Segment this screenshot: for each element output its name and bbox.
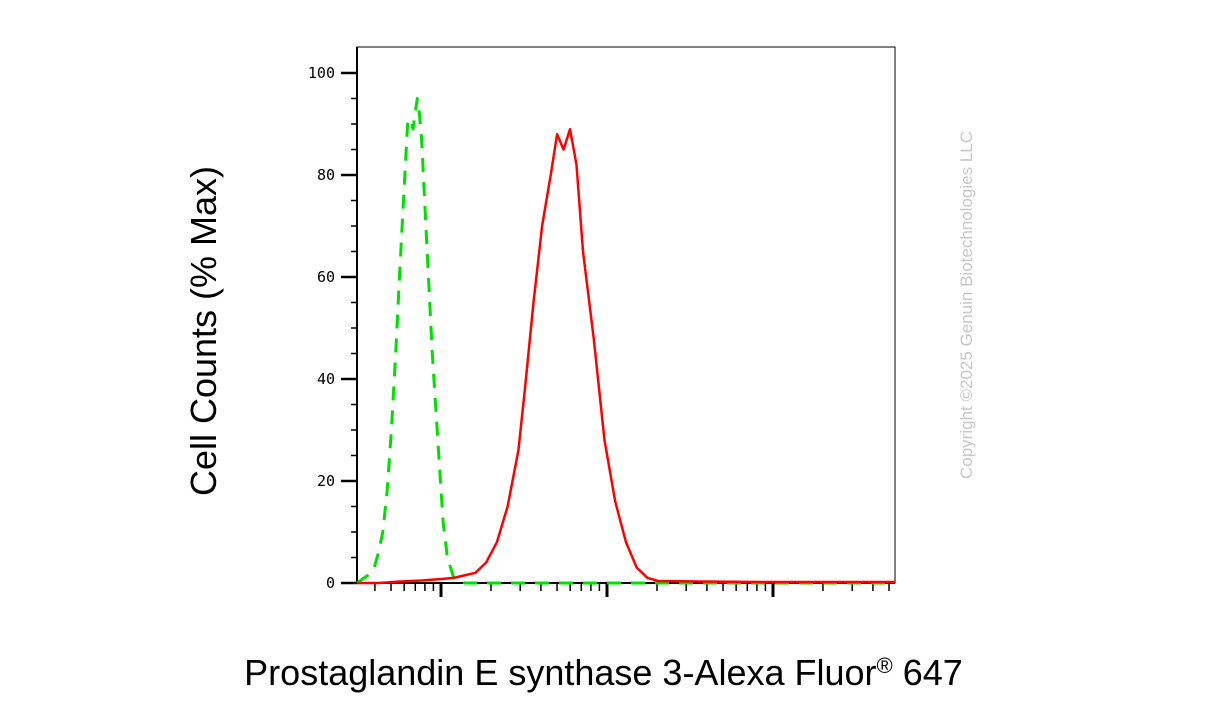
y-tick-label: 60 — [317, 268, 335, 286]
y-axis-label: Cell Counts (% Max) — [183, 166, 224, 496]
y-tick-label: 20 — [317, 472, 335, 490]
plot-frame — [356, 46, 896, 584]
y-tick-label: 100 — [308, 64, 335, 82]
sample-line — [357, 127, 895, 585]
copyright-watermark: Copyright ©2025 Genuin Biotechnologies L… — [957, 131, 976, 479]
x-axis-label-registered: ® — [876, 653, 893, 678]
y-tick-label: 80 — [317, 166, 335, 184]
y-tick-label: 0 — [326, 574, 335, 592]
series-layer — [356, 97, 895, 585]
x-axis-label-tail: 647 — [892, 652, 963, 693]
x-axis-label-main: Prostaglandin E synthase 3-Alexa Fluor — [244, 652, 877, 693]
x-axis-label: Prostaglandin E synthase 3-Alexa Fluor® … — [0, 652, 1207, 694]
isotype-control-line — [356, 97, 895, 585]
y-tick-label: 40 — [317, 370, 335, 388]
